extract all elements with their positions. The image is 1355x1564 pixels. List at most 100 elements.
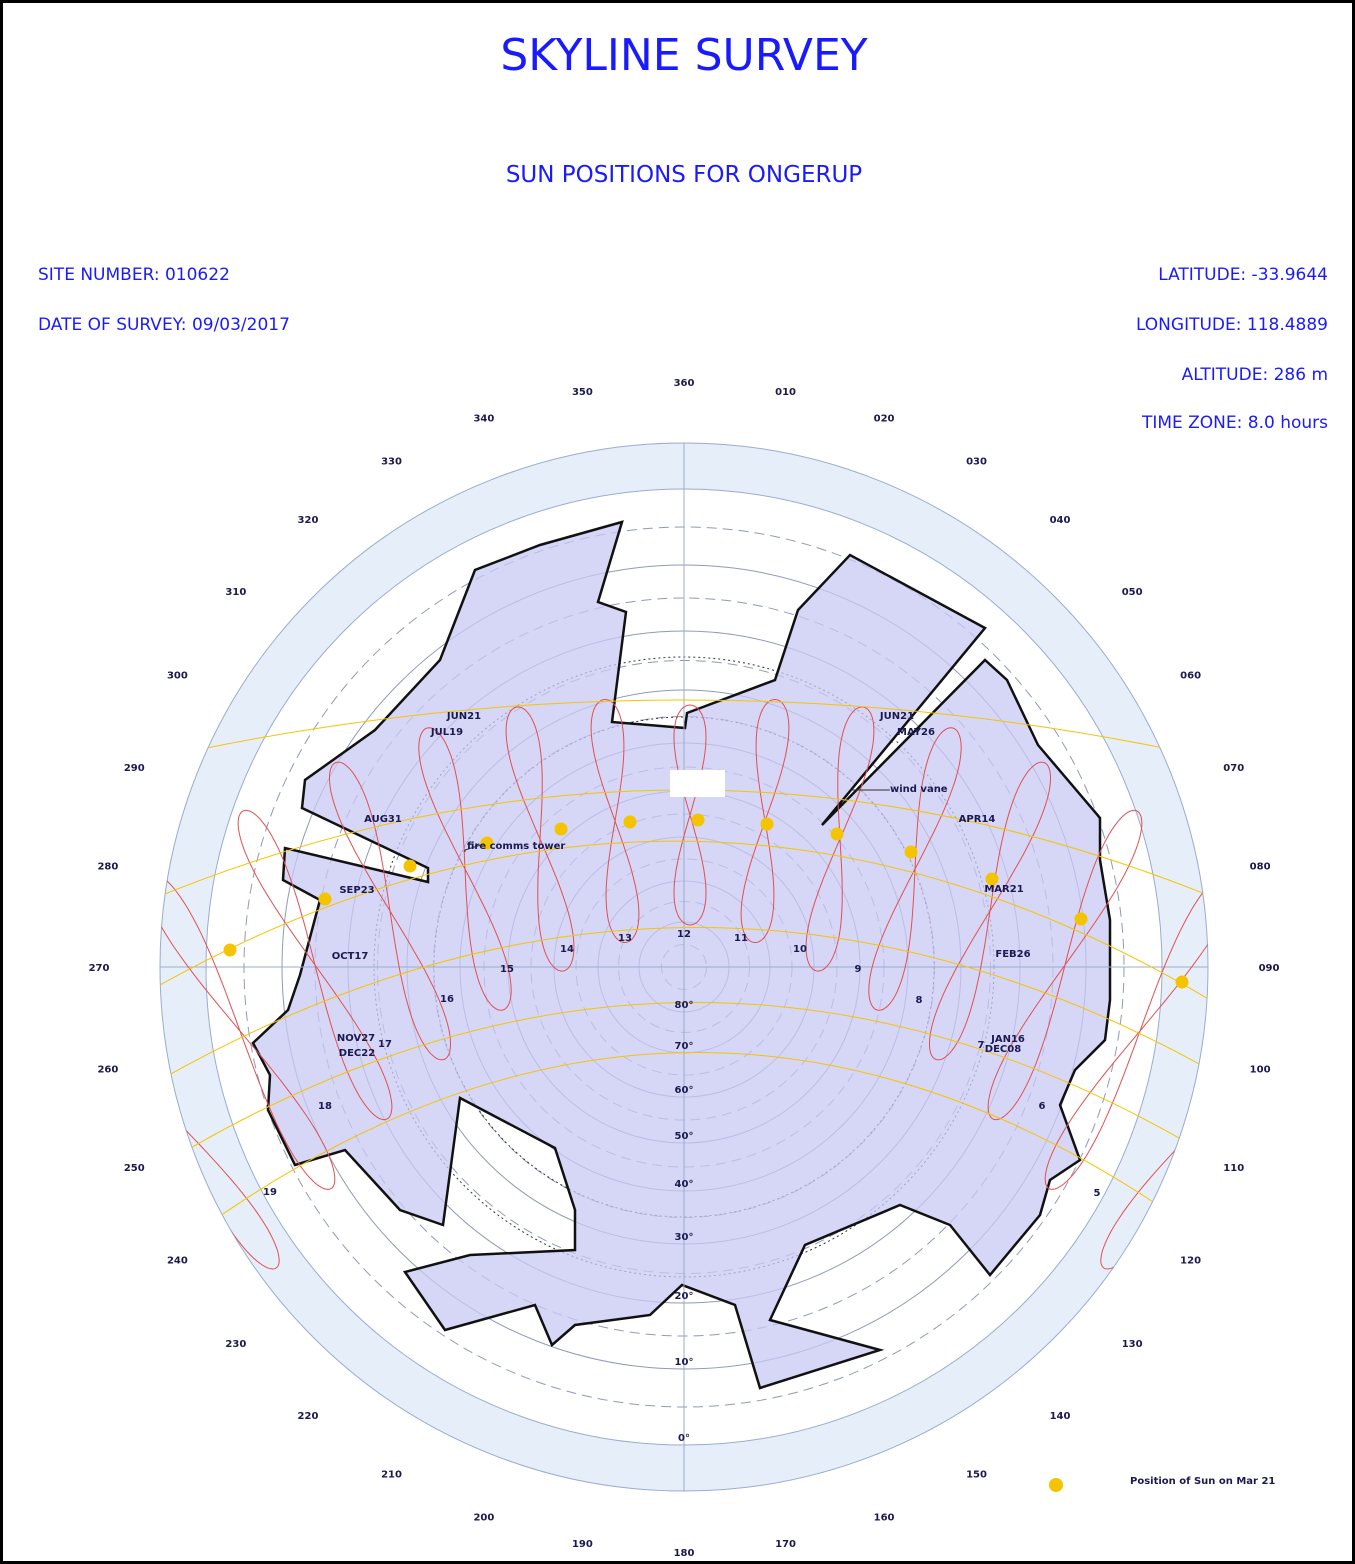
sun-path <box>169 1002 1201 1161</box>
azimuth-label: 120 <box>1180 1256 1201 1267</box>
date-label: DEC22 <box>339 1048 375 1059</box>
azimuth-label: 200 <box>473 1513 494 1524</box>
leader <box>464 842 488 852</box>
analemma <box>1044 872 1208 1190</box>
date-of-survey: DATE OF SURVEY: 09/03/2017 <box>38 315 290 335</box>
altitude-label: 30° <box>675 1232 694 1243</box>
site-number: SITE NUMBER: 010622 <box>38 265 230 285</box>
analemma <box>329 761 451 1061</box>
legend-dot <box>1049 1478 1063 1492</box>
date-label: APR14 <box>959 814 996 825</box>
sun-dot <box>691 813 705 827</box>
title: SKYLINE SURVEY <box>500 30 867 81</box>
azimuth-label: 100 <box>1250 1065 1271 1076</box>
azimuth-label: 050 <box>1122 587 1143 598</box>
date-label: MAY26 <box>897 727 935 738</box>
azimuth-label: 310 <box>225 587 246 598</box>
azimuth-label: 330 <box>381 456 402 467</box>
analemma <box>418 727 512 1011</box>
hour-label: 5 <box>1094 1188 1101 1199</box>
date-label: AUG31 <box>364 814 402 825</box>
hour-label: 15 <box>500 964 514 975</box>
azimuth-label: 020 <box>874 413 895 424</box>
azimuth-label: 160 <box>874 1513 895 1524</box>
sun-dot <box>554 822 568 836</box>
azimuth-label: 150 <box>966 1470 987 1481</box>
altitude-label: 10° <box>675 1357 694 1368</box>
sun-path <box>160 699 1208 761</box>
analemma <box>929 761 1051 1061</box>
hour-label: 6 <box>1039 1101 1046 1112</box>
altitude: ALTITUDE: 286 m <box>1182 365 1328 385</box>
sun-dot <box>760 817 774 831</box>
date-label: MAR21 <box>984 884 1023 895</box>
sun-path <box>199 1052 1181 1231</box>
azimuth-label: 250 <box>124 1163 145 1174</box>
azimuth-label: 210 <box>381 1470 402 1481</box>
azimuth-label: 350 <box>572 387 593 398</box>
azimuth-label: 190 <box>572 1539 593 1550</box>
azimuth-label: 290 <box>124 763 145 774</box>
date-label: SEP23 <box>339 885 374 896</box>
analemma <box>160 872 336 1190</box>
hour-label: 10 <box>793 944 807 955</box>
date-label: DEC08 <box>985 1044 1021 1055</box>
azimuth-label: 080 <box>1250 861 1271 872</box>
azimuth-label: 040 <box>1050 515 1071 526</box>
sun-dot <box>318 892 332 906</box>
sun-path <box>160 927 1208 1081</box>
analemma <box>237 809 393 1121</box>
skyline <box>251 520 1112 1390</box>
altitude-label: 80° <box>675 1000 694 1011</box>
hour-label: 9 <box>855 964 862 975</box>
hour-label: 14 <box>560 944 574 955</box>
azimuth-label: 240 <box>167 1256 188 1267</box>
analemma <box>505 706 575 972</box>
hour-label: 8 <box>916 995 923 1006</box>
hour-label: 7 <box>978 1040 985 1051</box>
date-label: JUL19 <box>430 727 463 738</box>
sun-dot <box>904 845 918 859</box>
azimuth-label: 090 <box>1259 963 1280 974</box>
hour-label: 12 <box>677 929 691 940</box>
sun-dot <box>1074 912 1088 926</box>
altitude-label: 0° <box>678 1433 690 1444</box>
altitude-label: 40° <box>675 1179 694 1190</box>
altitude-label: 60° <box>675 1085 694 1096</box>
analemma <box>868 727 962 1011</box>
sun-path-diagram <box>159 442 1209 1492</box>
latitude: LATITUDE: -33.9644 <box>1158 265 1328 285</box>
azimuth-label: 170 <box>775 1539 796 1550</box>
blank-box <box>670 770 725 797</box>
annotation: wind vane <box>890 784 948 795</box>
subtitle: SUN POSITIONS FOR ONGERUP <box>506 162 862 188</box>
azimuth-label: 140 <box>1050 1411 1071 1422</box>
altitude-label: 50° <box>675 1131 694 1142</box>
altitude-label: 20° <box>675 1291 694 1302</box>
sun-dot <box>985 872 999 886</box>
sun-dot <box>480 836 494 850</box>
azimuth-label: 320 <box>298 515 319 526</box>
azimuth-label: 130 <box>1122 1339 1143 1350</box>
azimuth-label: 230 <box>225 1339 246 1350</box>
azimuth-label: 180 <box>674 1548 695 1559</box>
analemma <box>590 699 640 943</box>
azimuth-label: 340 <box>473 413 494 424</box>
date-label: OCT17 <box>332 951 369 962</box>
time-zone: TIME ZONE: 8.0 hours <box>1141 413 1328 433</box>
analemma <box>673 704 707 926</box>
date-label: JUN21 <box>879 711 914 722</box>
azimuth-label: 060 <box>1180 671 1201 682</box>
sun-dot <box>223 943 237 957</box>
azimuth-label: 270 <box>89 963 110 974</box>
azimuth-label: 030 <box>966 456 987 467</box>
hour-label: 11 <box>734 933 748 944</box>
hour-label: 19 <box>263 1187 277 1198</box>
azimuth-label: 110 <box>1223 1163 1244 1174</box>
annotation: fire comms tower <box>467 841 565 852</box>
analemma <box>987 809 1143 1121</box>
sun-path <box>160 840 1208 1001</box>
hour-label: 18 <box>318 1101 332 1112</box>
longitude: LONGITUDE: 118.4889 <box>1136 315 1328 335</box>
azimuth-label: 280 <box>97 861 118 872</box>
